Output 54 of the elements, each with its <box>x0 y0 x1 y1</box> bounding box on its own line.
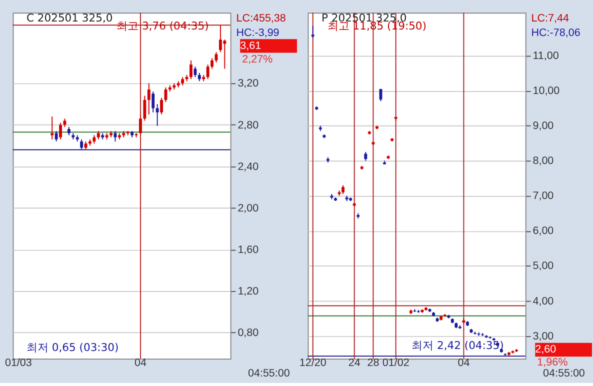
candlestick <box>50 116 54 140</box>
annotation: 최저 2,42 (04:35) <box>412 338 504 352</box>
y-tick-label: 3,00 <box>532 330 554 342</box>
text: 04:55:00 <box>543 367 585 380</box>
text: 2,60 <box>535 344 556 356</box>
y-tick-label: 11,00 <box>532 50 559 62</box>
candlestick <box>156 104 159 126</box>
x-tick-label: 01/02 <box>382 356 410 369</box>
x-tick-label: 28 <box>367 356 380 369</box>
text: 3,61 <box>240 40 262 52</box>
candlestick <box>147 82 150 115</box>
candlestick <box>206 64 210 80</box>
candlestick <box>223 39 226 70</box>
x-tick-label: 04 <box>134 356 146 369</box>
candlestick <box>194 66 197 78</box>
y-tick-label: 3,20 <box>238 78 259 90</box>
text: LC:7,44 <box>531 12 569 24</box>
y-tick-label: 10,00 <box>532 85 560 98</box>
text: LC:455,38 <box>236 12 286 24</box>
text: 04:55:00 <box>248 367 290 380</box>
annotation: 최저 0,65 (03:30) <box>26 340 119 354</box>
y-tick-label: 4,00 <box>532 295 554 308</box>
candlestick <box>80 138 84 150</box>
y-tick-label: 6,00 <box>532 225 554 238</box>
y-tick-label: 8,00 <box>532 155 554 168</box>
y-tick-label: 9,00 <box>532 120 554 132</box>
x-tick-label: 24 <box>348 356 360 369</box>
candlestick <box>139 114 142 136</box>
y-tick-label: 2,80 <box>238 119 259 132</box>
x-tick-label: 01/03 <box>4 356 32 369</box>
y-tick-label: 2,40 <box>238 160 259 173</box>
y-tick-label: 7,00 <box>532 190 554 202</box>
y-tick-label: 1,60 <box>238 244 259 256</box>
text: HC:-78,06 <box>531 27 580 40</box>
y-tick-label: 5,00 <box>532 260 554 272</box>
candlestick <box>311 25 314 39</box>
y-tick-label: 0,80 <box>238 327 259 340</box>
candlestick <box>218 24 222 53</box>
y-tick-label: 2,00 <box>238 202 259 214</box>
candlestick <box>54 130 58 142</box>
candlestick <box>59 122 62 140</box>
text: HC:-3,99 <box>236 27 280 40</box>
chart-title: C 202501 325,0 <box>26 11 113 24</box>
candlestick <box>114 130 117 142</box>
candlestick <box>190 60 192 80</box>
x-tick-label: 12/20 <box>299 356 326 369</box>
text: 2,27% <box>242 54 274 66</box>
text: 1,96% <box>537 356 568 368</box>
candlestick <box>210 58 214 70</box>
y-tick-label: 1,20 <box>238 286 259 298</box>
candlestick <box>152 91 155 113</box>
candlestick <box>160 97 163 115</box>
x-tick-label: 04 <box>458 356 470 369</box>
candlestick <box>143 95 146 122</box>
